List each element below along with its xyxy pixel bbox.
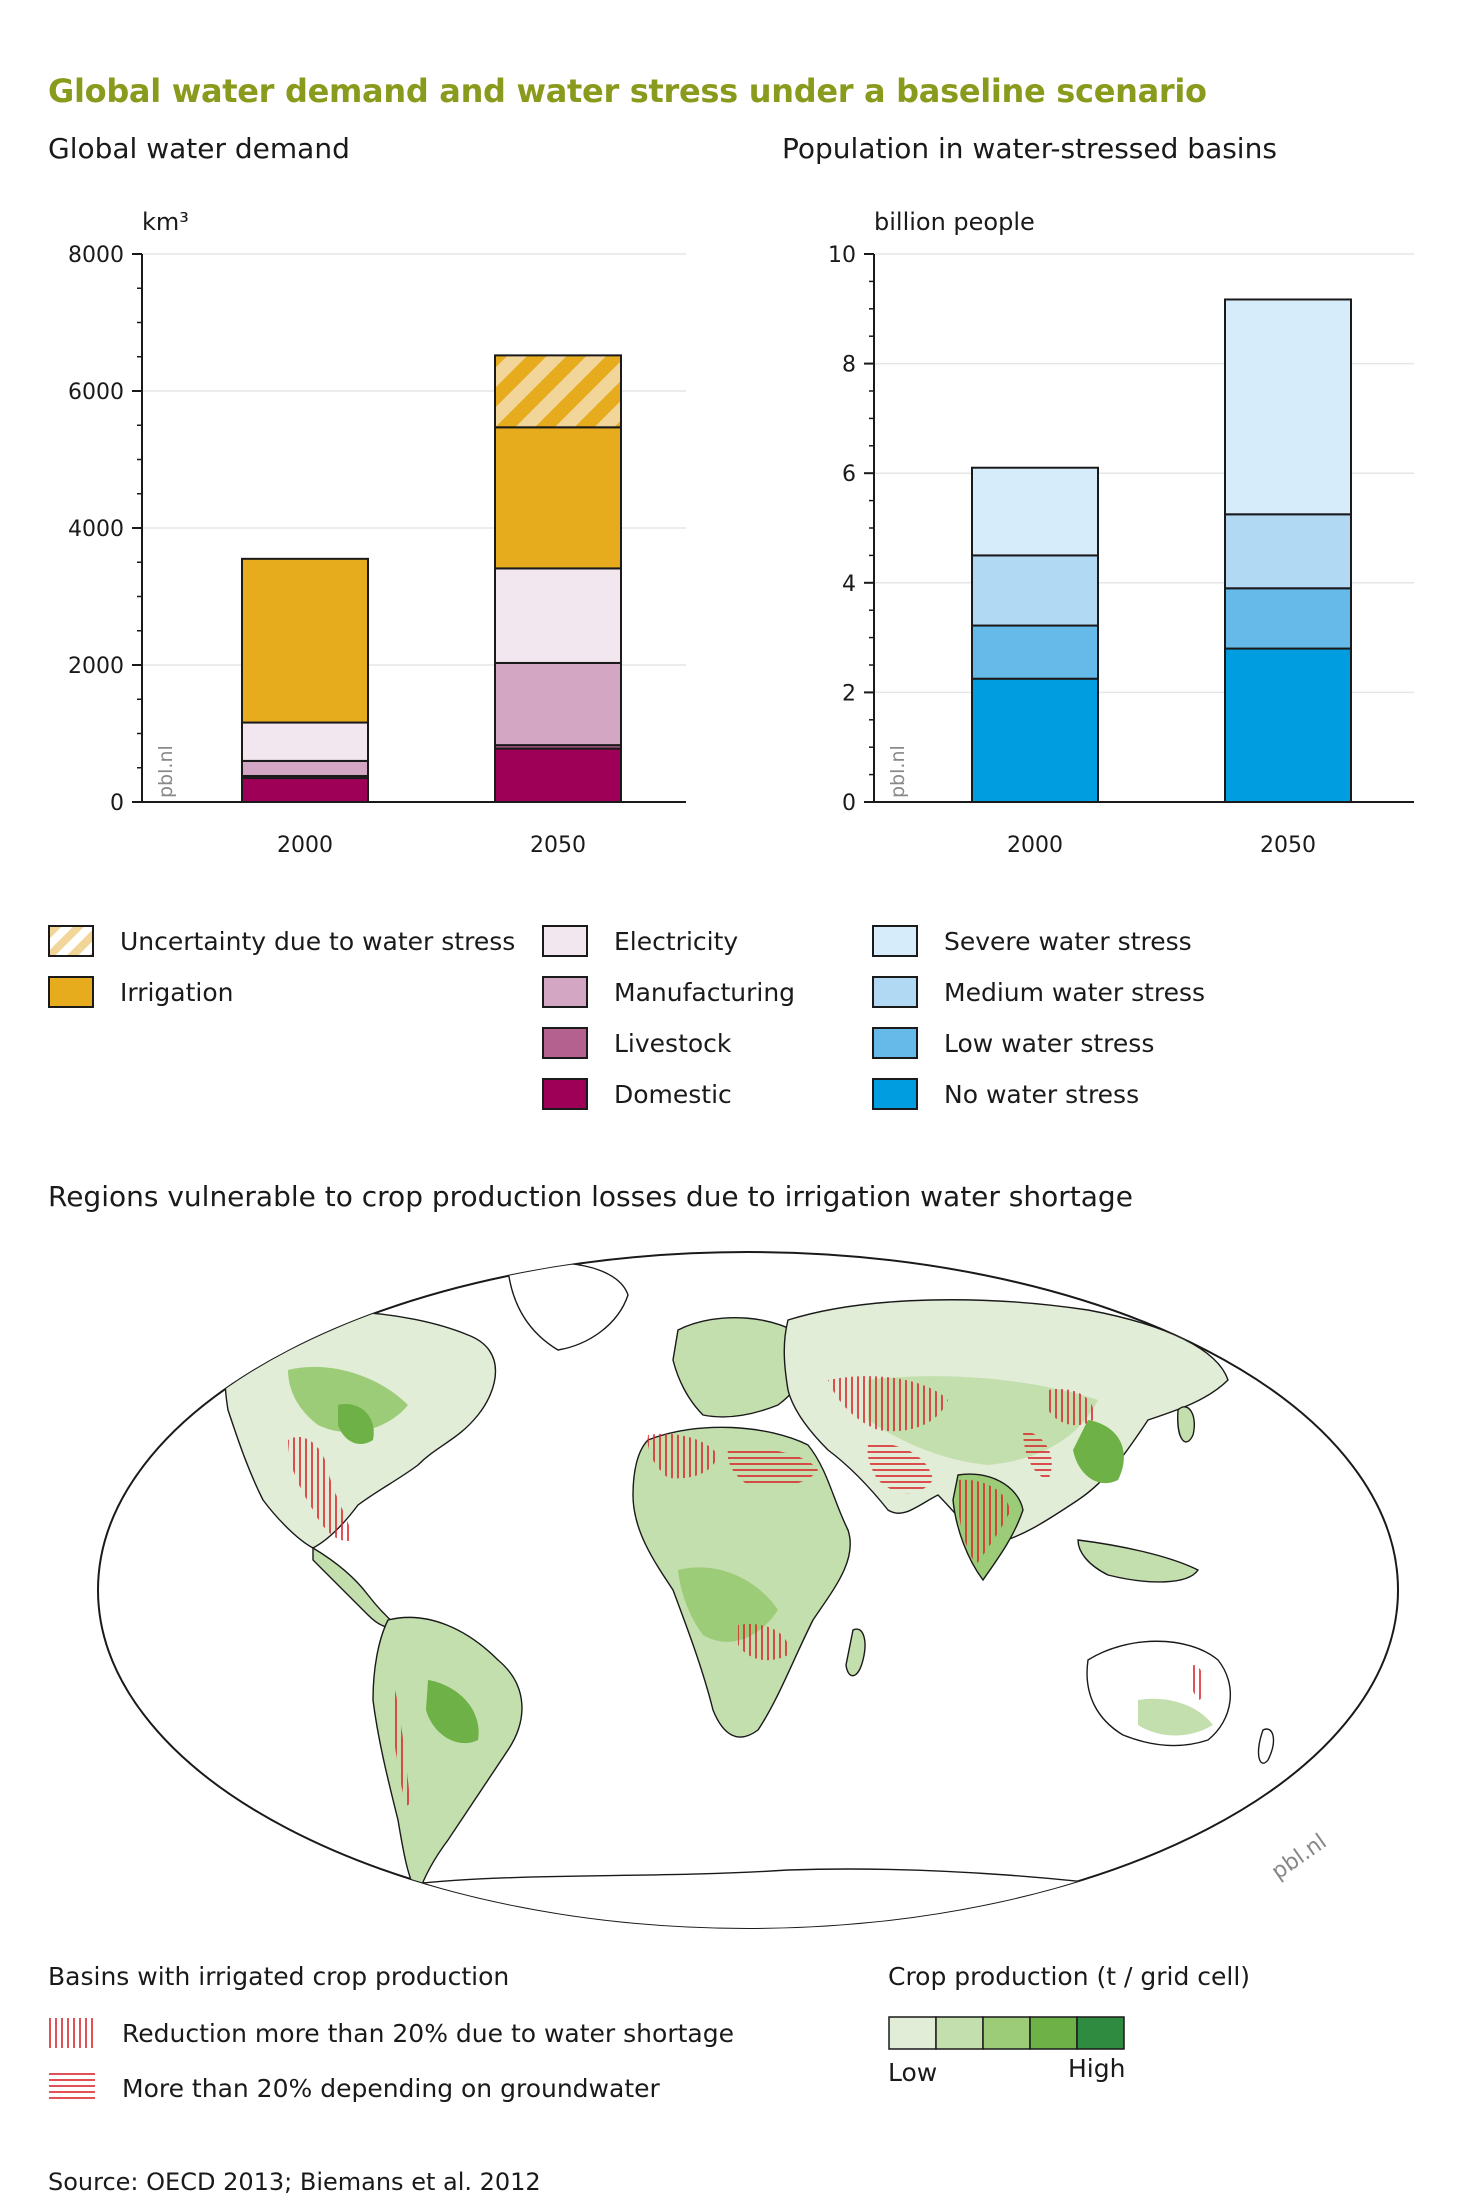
bar-medium-water-stress-2050 [1224, 513, 1352, 590]
crop-scale-step [935, 2016, 984, 2050]
europe [672, 1316, 810, 1418]
crop-high-label: High [1068, 2054, 1126, 2083]
bar-no-water-stress-2050 [1224, 647, 1352, 803]
y-tick-label: 8000 [68, 243, 124, 268]
legend-manufacturing: Manufacturing [542, 975, 795, 1009]
y-tick-label: 6000 [68, 380, 124, 405]
legend-medium: Medium water stress [872, 975, 1205, 1009]
x-tick-label: 2000 [1007, 833, 1063, 858]
irrigation-swatch [48, 976, 94, 1008]
map-title: Regions vulnerable to crop production lo… [48, 1180, 1133, 1213]
y-tick-label: 10 [828, 243, 856, 268]
bar-electricity-2050 [494, 567, 622, 664]
livestock-label: Livestock [614, 1028, 732, 1058]
legend-livestock: Livestock [542, 1026, 731, 1060]
stress-chart: 0 2 4 6 8 10 billion people pbl.nl 2000 2050 [828, 208, 1414, 858]
y-tick-label: 8 [842, 353, 856, 378]
medium-label: Medium water stress [944, 977, 1206, 1007]
legend-irrigation: Irrigation [48, 975, 234, 1009]
uncertainty-label: Uncertainty due to water stress [120, 926, 516, 956]
uncertainty-swatch [48, 925, 94, 957]
page-title: Global water demand and water stress und… [48, 72, 1207, 110]
demand-chart-title: Global water demand [48, 132, 350, 165]
bar-irrigation-2000 [241, 557, 369, 724]
world-map: pbl.nl [97, 1251, 1399, 1929]
bar-electricity-2000 [241, 721, 369, 762]
x-tick-label: 2000 [277, 833, 333, 858]
japan [1177, 1406, 1195, 1443]
bar-manufacturing-2000 [241, 759, 369, 777]
bar-domestic-2000 [241, 777, 369, 804]
bar-domestic-2050 [494, 747, 622, 804]
chart-watermark: pbl.nl [155, 745, 177, 798]
domestic-swatch [542, 1078, 588, 1110]
manufacturing-swatch [542, 976, 588, 1008]
legend-low: Low water stress [872, 1026, 1154, 1060]
y-tick-label: 0 [842, 791, 856, 816]
y-tick-label: 6 [842, 462, 856, 487]
madagascar [845, 1628, 866, 1677]
none-label: No water stress [944, 1079, 1140, 1109]
electricity-swatch [542, 925, 588, 957]
medium-swatch [872, 976, 918, 1008]
basins-heading: Basins with irrigated crop production [48, 1962, 510, 1991]
reduction-swatch [49, 2018, 95, 2048]
bar-severe-water-stress-2000 [971, 466, 1099, 557]
crop-scale-step [982, 2016, 1031, 2050]
legend-groundwater: More than 20% depending on groundwater [48, 2071, 660, 2105]
crop-scale-step [888, 2016, 937, 2050]
south-america [372, 1616, 523, 1897]
crop-scale [888, 2016, 1125, 2050]
stress-chart-title: Population in water-stressed basins [782, 132, 1277, 165]
bar-irrigation-2050 [494, 426, 622, 570]
antarctica [367, 1868, 1189, 1928]
low-label: Low water stress [944, 1028, 1155, 1058]
groundwater-label: More than 20% depending on groundwater [122, 2073, 660, 2103]
groundwater-swatch [49, 2073, 95, 2103]
bar-no-water-stress-2000 [971, 677, 1099, 804]
crop-heading: Crop production (t / grid cell) [888, 1962, 1251, 1991]
x-tick-label: 2050 [530, 833, 586, 858]
crop-scale-step [1076, 2016, 1125, 2050]
crop-low-label: Low [888, 2058, 938, 2087]
livestock-swatch [542, 1027, 588, 1059]
domestic-label: Domestic [614, 1079, 732, 1109]
chart-watermark: pbl.nl [887, 745, 909, 798]
y-axis-label: km³ [142, 208, 189, 236]
y-tick-label: 2 [842, 681, 856, 706]
y-tick-label: 4 [842, 572, 856, 597]
manufacturing-label: Manufacturing [614, 977, 796, 1007]
legend-severe: Severe water stress [872, 924, 1192, 958]
legend-uncertainty: Uncertainty due to water stress [48, 924, 515, 958]
severe-label: Severe water stress [944, 926, 1192, 956]
legend-domestic: Domestic [542, 1077, 732, 1111]
bar-manufacturing-2050 [494, 661, 622, 747]
southeast-asia [1077, 1539, 1200, 1583]
y-tick-label: 0 [110, 791, 124, 816]
new-zealand [1257, 1728, 1275, 1764]
reduction-label: Reduction more than 20% due to water sho… [122, 2018, 734, 2048]
demand-chart: 0 2000 4000 6000 8000 km³ pbl.nl 2000 2050 [68, 208, 686, 858]
y-axis-label: billion people [874, 208, 1035, 236]
severe-swatch [872, 925, 918, 957]
crop-scale-step [1029, 2016, 1078, 2050]
electricity-label: Electricity [614, 926, 739, 956]
bar-medium-water-stress-2000 [971, 554, 1099, 627]
y-tick-label: 4000 [68, 517, 124, 542]
bar-low-water-stress-2000 [971, 624, 1099, 680]
y-tick-label: 2000 [68, 654, 124, 679]
x-tick-label: 2050 [1260, 833, 1316, 858]
bar-low-water-stress-2050 [1224, 587, 1352, 650]
legend-electricity: Electricity [542, 924, 738, 958]
legend-reduction: Reduction more than 20% due to water sho… [48, 2016, 734, 2050]
irrigation-label: Irrigation [120, 977, 234, 1007]
source-note: Source: OECD 2013; Biemans et al. 2012 [48, 2168, 541, 2196]
bar-severe-water-stress-2050 [1224, 298, 1352, 516]
legend-none: No water stress [872, 1077, 1139, 1111]
bar-uncertainty-due-to-water-stress-2050 [494, 354, 622, 429]
map-watermark: pbl.nl [1267, 1829, 1331, 1885]
low-swatch [872, 1027, 918, 1059]
none-swatch [872, 1078, 918, 1110]
